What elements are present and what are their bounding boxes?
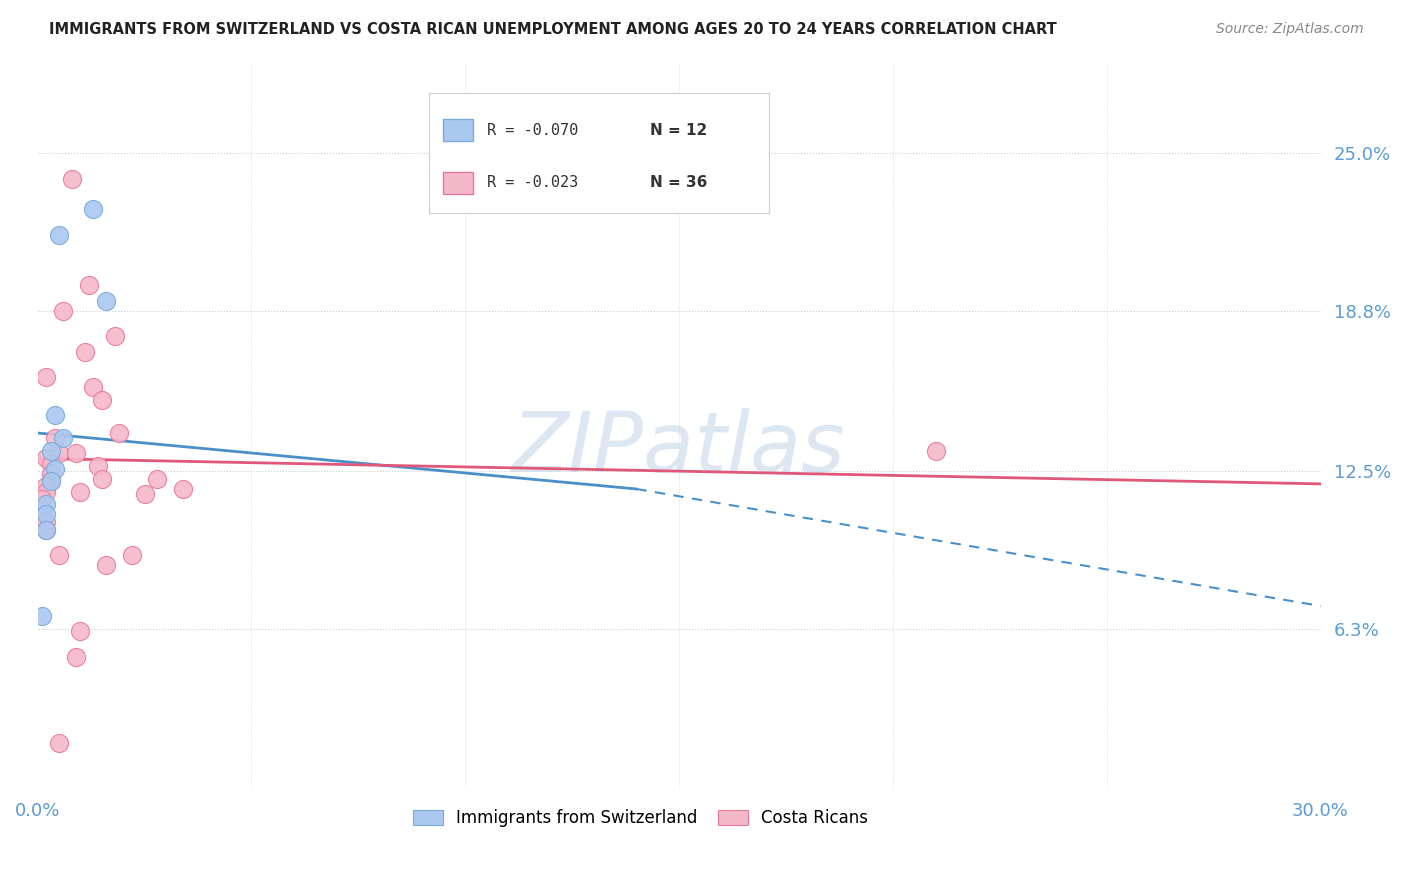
Point — [77, 278, 100, 293]
Point — [35, 508, 58, 522]
Point — [65, 446, 87, 460]
Point — [94, 558, 117, 573]
Point — [31, 510, 53, 524]
Point — [90, 472, 112, 486]
Text: IMMIGRANTS FROM SWITZERLAND VS COSTA RICAN UNEMPLOYMENT AMONG AGES 20 TO 24 YEAR: IMMIGRANTS FROM SWITZERLAND VS COSTA RIC… — [49, 22, 1057, 37]
Point — [39, 475, 62, 489]
Point — [39, 467, 62, 481]
Point — [35, 370, 58, 384]
Point — [31, 502, 53, 516]
Point — [31, 492, 53, 507]
Point — [82, 380, 104, 394]
Point — [48, 446, 70, 460]
Point — [134, 487, 156, 501]
Point — [172, 482, 194, 496]
Point — [925, 443, 948, 458]
Point — [60, 171, 83, 186]
Point — [35, 479, 58, 493]
Point — [44, 461, 66, 475]
Text: ZIPatlas: ZIPatlas — [512, 408, 846, 489]
Point — [39, 443, 62, 458]
Point — [90, 392, 112, 407]
Point — [94, 293, 117, 308]
Point — [35, 523, 58, 537]
Point — [31, 609, 53, 624]
Point — [48, 548, 70, 562]
Point — [35, 515, 58, 529]
Point — [146, 472, 169, 486]
Point — [35, 523, 58, 537]
Point — [69, 484, 91, 499]
Point — [73, 344, 96, 359]
Point — [52, 431, 75, 445]
Point — [48, 736, 70, 750]
Point — [69, 624, 91, 639]
Point — [35, 497, 58, 511]
Point — [48, 227, 70, 242]
Point — [39, 475, 62, 489]
Point — [35, 484, 58, 499]
Text: Source: ZipAtlas.com: Source: ZipAtlas.com — [1216, 22, 1364, 37]
Point — [35, 451, 58, 466]
Point — [52, 304, 75, 318]
Point — [108, 425, 131, 440]
Point — [82, 202, 104, 216]
Point — [44, 431, 66, 445]
Point — [86, 459, 108, 474]
Point — [39, 457, 62, 471]
Point — [44, 408, 66, 422]
Point — [121, 548, 143, 562]
Point — [104, 329, 127, 343]
Legend: Immigrants from Switzerland, Costa Ricans: Immigrants from Switzerland, Costa Rican… — [405, 801, 876, 835]
Point — [65, 649, 87, 664]
